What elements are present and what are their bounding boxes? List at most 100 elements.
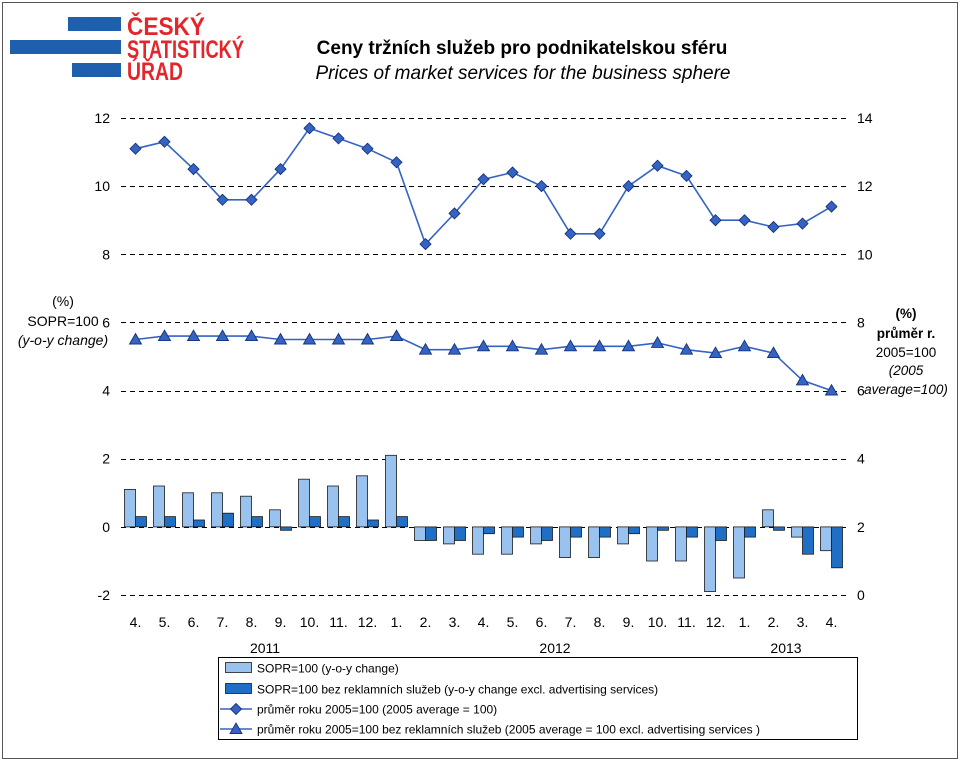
x-tick-label: 11. — [329, 614, 347, 630]
bar-sopr-yoy — [588, 526, 600, 559]
y-right-tick-label: 6 — [857, 383, 865, 399]
x-tick-label: 3. — [797, 614, 809, 630]
bar-sopr-yoy — [501, 526, 513, 555]
y-right-axis-title-line: 2005=100 — [876, 345, 936, 360]
bar-sopr-yoy-excl-advertising — [193, 519, 205, 528]
bar-sopr-yoy-excl-advertising — [715, 526, 727, 541]
y-right-axis-title-line: (2005 — [889, 363, 924, 378]
logo: ČESKÝ STATISTICKÝ ÚŘAD — [10, 11, 244, 86]
triangle-marker — [679, 342, 694, 355]
diamond-marker — [825, 200, 838, 213]
diamond-marker — [651, 159, 664, 172]
bar-sopr-yoy-excl-advertising — [773, 526, 785, 531]
bar-sopr-yoy — [472, 526, 484, 555]
triangle-marker — [505, 339, 520, 352]
bar-sopr-yoy-excl-advertising — [512, 526, 524, 538]
bar-sopr-yoy-excl-advertising — [657, 526, 669, 531]
bar-sopr-yoy-excl-advertising — [831, 526, 843, 569]
triangle-marker — [273, 332, 288, 345]
triangle-marker — [389, 329, 404, 342]
y-right-tick-label: 8 — [857, 314, 865, 330]
diamond-marker — [680, 169, 693, 183]
diamond-marker — [506, 166, 519, 179]
chart-subtitle: Prices of market services for the busine… — [315, 63, 730, 84]
logo-line: ÚŘAD — [127, 56, 183, 86]
bar-sopr-yoy — [791, 526, 803, 538]
x-tick-label: 7. — [565, 614, 577, 630]
x-tick-label: 4. — [130, 614, 142, 630]
x-tick-label: 4. — [478, 614, 490, 630]
bar-sopr-yoy-excl-advertising — [251, 516, 263, 528]
diamond-marker — [622, 179, 635, 193]
x-tick-label: 5. — [507, 614, 519, 630]
bar-sopr-yoy-excl-advertising — [454, 526, 466, 541]
diamond-marker — [390, 156, 403, 169]
triangle-marker — [621, 339, 636, 352]
diamond-marker — [274, 162, 287, 176]
bar-sopr-yoy — [356, 475, 368, 528]
y-right-axis-title-line: average=100) — [864, 382, 948, 397]
series-markers — [128, 122, 839, 396]
bar-sopr-yoy — [733, 526, 745, 579]
y-left-axis-title-line: SOPR=100 — [27, 313, 98, 329]
y-right-axis-title: (%) průměr r. 2005=100 (2005 average=100… — [864, 306, 948, 397]
x-tick-label: 10. — [300, 614, 319, 630]
x-tick-label: 12. — [358, 614, 377, 630]
bar-sopr-yoy — [617, 526, 629, 545]
y-left-tick-label: 10 — [94, 178, 110, 194]
diamond-marker — [477, 173, 490, 186]
y-left-tick-label: -2 — [98, 587, 111, 603]
bar-sopr-yoy — [530, 526, 542, 545]
y-left-tick-label: 0 — [102, 519, 110, 535]
bar-sopr-yoy — [646, 526, 658, 562]
triangle-marker — [766, 346, 781, 359]
x-tick-label: 6. — [536, 614, 548, 630]
diamond-marker — [129, 142, 142, 155]
y-right-tick-label: 10 — [857, 246, 873, 262]
x-tick-label: 1. — [391, 614, 403, 630]
x-tick-label: 1. — [739, 614, 751, 630]
y-right-tick-label: 14 — [857, 110, 873, 126]
diamond-marker — [332, 132, 345, 145]
diamond-marker — [564, 227, 577, 240]
diamond-marker — [535, 179, 548, 193]
bar-sopr-yoy-excl-advertising — [570, 526, 582, 538]
x-tick-label: 4. — [826, 614, 838, 630]
x-tick-label: 2. — [420, 614, 432, 630]
logo-bar — [68, 17, 121, 31]
year-labels: 2011 2012 2013 — [250, 640, 802, 656]
diamond-marker — [593, 227, 606, 240]
diamond-marker — [216, 193, 229, 206]
y-left-tick-label: 12 — [94, 110, 110, 126]
y-right-tick-label: 4 — [857, 451, 865, 467]
diamond-marker — [738, 214, 751, 227]
triangle-marker — [795, 373, 810, 386]
diamond-marker — [361, 142, 374, 155]
bar-sopr-yoy — [414, 526, 426, 541]
diamond-marker — [709, 214, 722, 227]
triangle-marker — [534, 342, 549, 355]
triangle-marker — [708, 346, 723, 359]
bar-sopr-yoy — [762, 509, 774, 528]
x-axis-ticks: 4. 5. 6. 7. 8. 9. 10. 11. 12. 1. 2. 3. 4. 5. 6. 7. 8. 9. 1… — [130, 614, 838, 630]
triangle-marker — [302, 332, 317, 345]
bar-sopr-yoy-excl-advertising — [309, 516, 321, 528]
triangle-marker — [650, 335, 665, 348]
bar-sopr-yoy — [211, 492, 223, 528]
bar-sopr-yoy — [820, 526, 832, 552]
bar-sopr-yoy-excl-advertising — [628, 526, 640, 535]
x-tick-label: 7. — [217, 614, 229, 630]
triangle-marker — [592, 339, 607, 352]
y-right-tick-label: 0 — [857, 587, 865, 603]
triangle-marker — [229, 722, 243, 734]
logo-bar — [72, 63, 121, 77]
y-right-axis-title-line: (%) — [896, 306, 917, 321]
y-right-axis-ticks: 14 12 10 8 6 4 2 0 — [857, 110, 873, 603]
y-right-tick-label: 2 — [857, 519, 865, 535]
gridlines — [121, 118, 846, 596]
chart-title: Ceny tržních služeb pro podnikatelskou s… — [317, 38, 728, 59]
bar-sopr-yoy — [385, 454, 397, 528]
logo-line: STATISTICKÝ — [127, 34, 244, 64]
y-left-tick-label: 6 — [102, 314, 110, 330]
